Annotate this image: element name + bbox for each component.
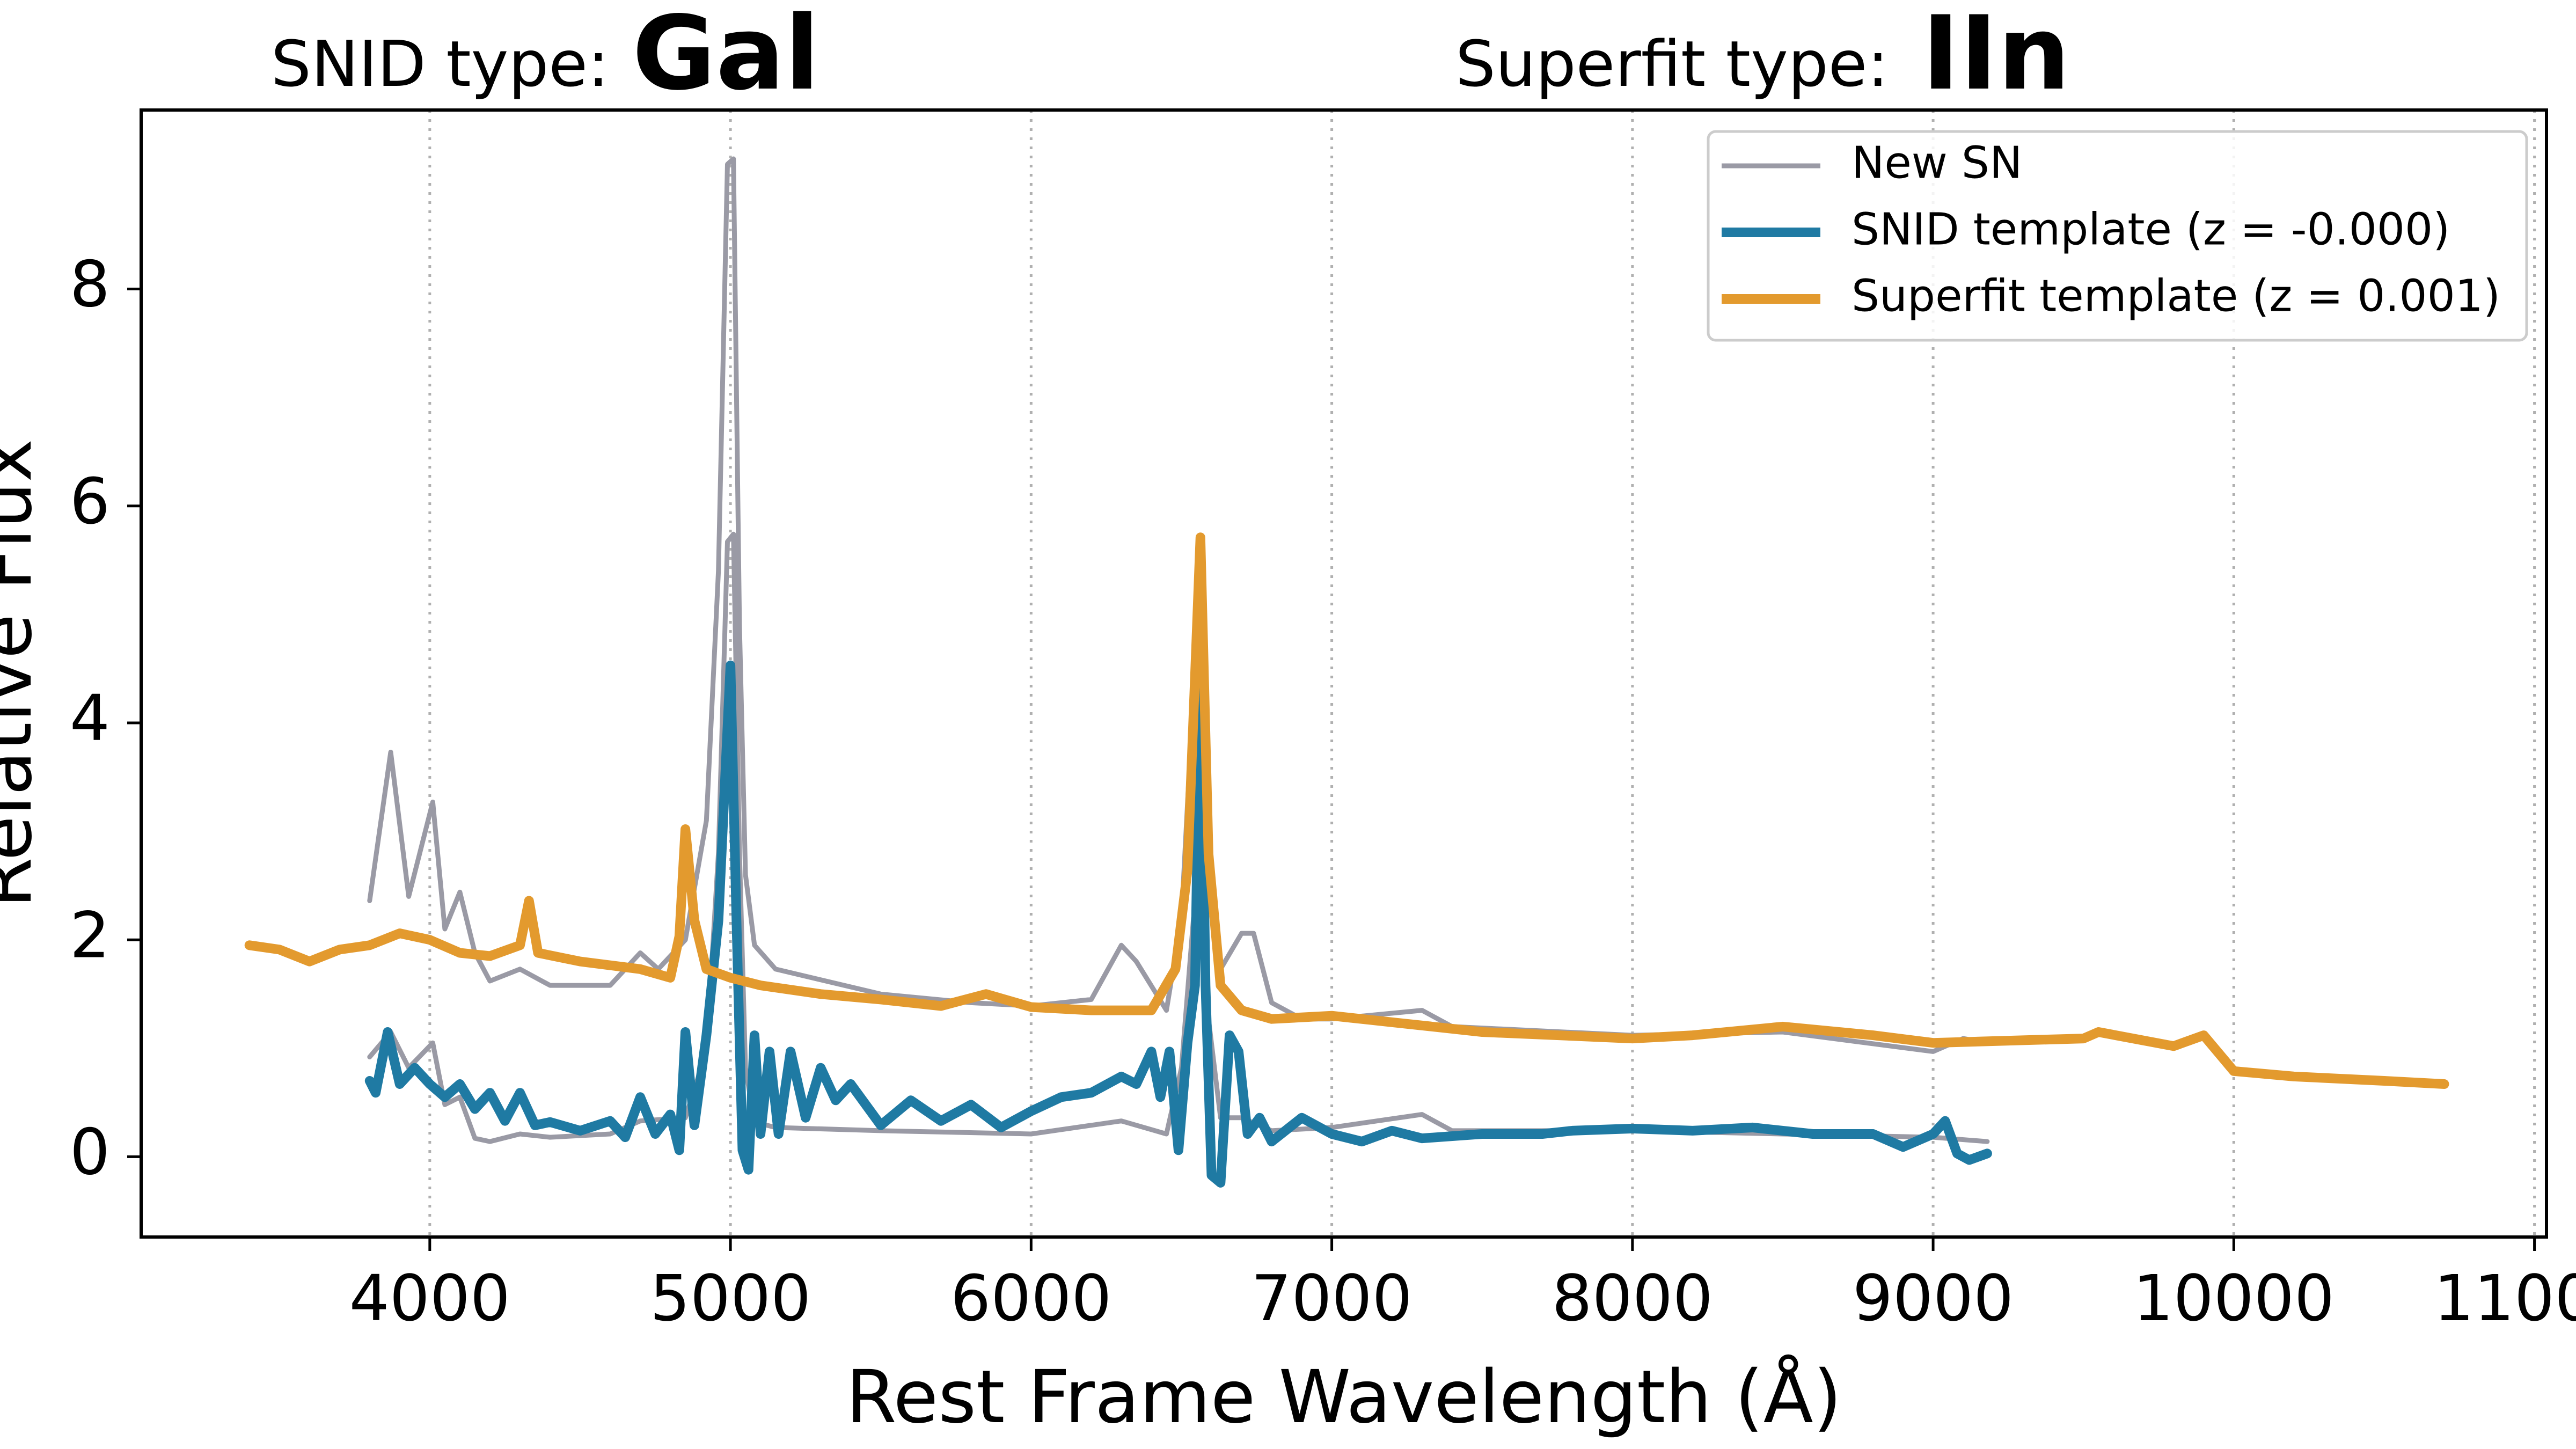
- x-tick-label: 4000: [349, 1261, 510, 1335]
- legend-label: Superfit template (z = 0.001): [1851, 270, 2500, 321]
- series-line: [364, 652, 1992, 1188]
- x-tick-label: 8000: [1552, 1261, 1713, 1335]
- x-tick-label: 9000: [1853, 1261, 2014, 1335]
- legend-label: New SN: [1851, 137, 2022, 188]
- title-left: SNID type:: [271, 27, 609, 101]
- plot-frame: [140, 108, 2548, 1239]
- legend-box: [1707, 130, 2528, 342]
- x-tick-label: 5000: [650, 1261, 811, 1335]
- title-right: Superfit type:: [1455, 27, 1889, 101]
- y-tick-label: 2: [70, 898, 110, 972]
- y-axis-label: Relative Flux: [0, 439, 48, 908]
- y-tick-label: 0: [70, 1115, 110, 1189]
- series-line: [244, 532, 2449, 1089]
- x-tick-label: 10000: [2133, 1261, 2334, 1335]
- x-axis-label: Rest Frame Wavelength (Å): [846, 1355, 1842, 1440]
- y-tick-label: 6: [70, 464, 110, 538]
- title-right-type: IIn: [1922, 0, 2070, 113]
- legend-label: SNID template (z = -0.000): [1851, 204, 2450, 255]
- y-tick-label: 4: [70, 681, 110, 755]
- x-tick-label: 7000: [1251, 1261, 1412, 1335]
- x-tick-label: 6000: [950, 1261, 1111, 1335]
- title-left-type: Gal: [632, 0, 819, 113]
- y-tick-label: 8: [70, 247, 110, 321]
